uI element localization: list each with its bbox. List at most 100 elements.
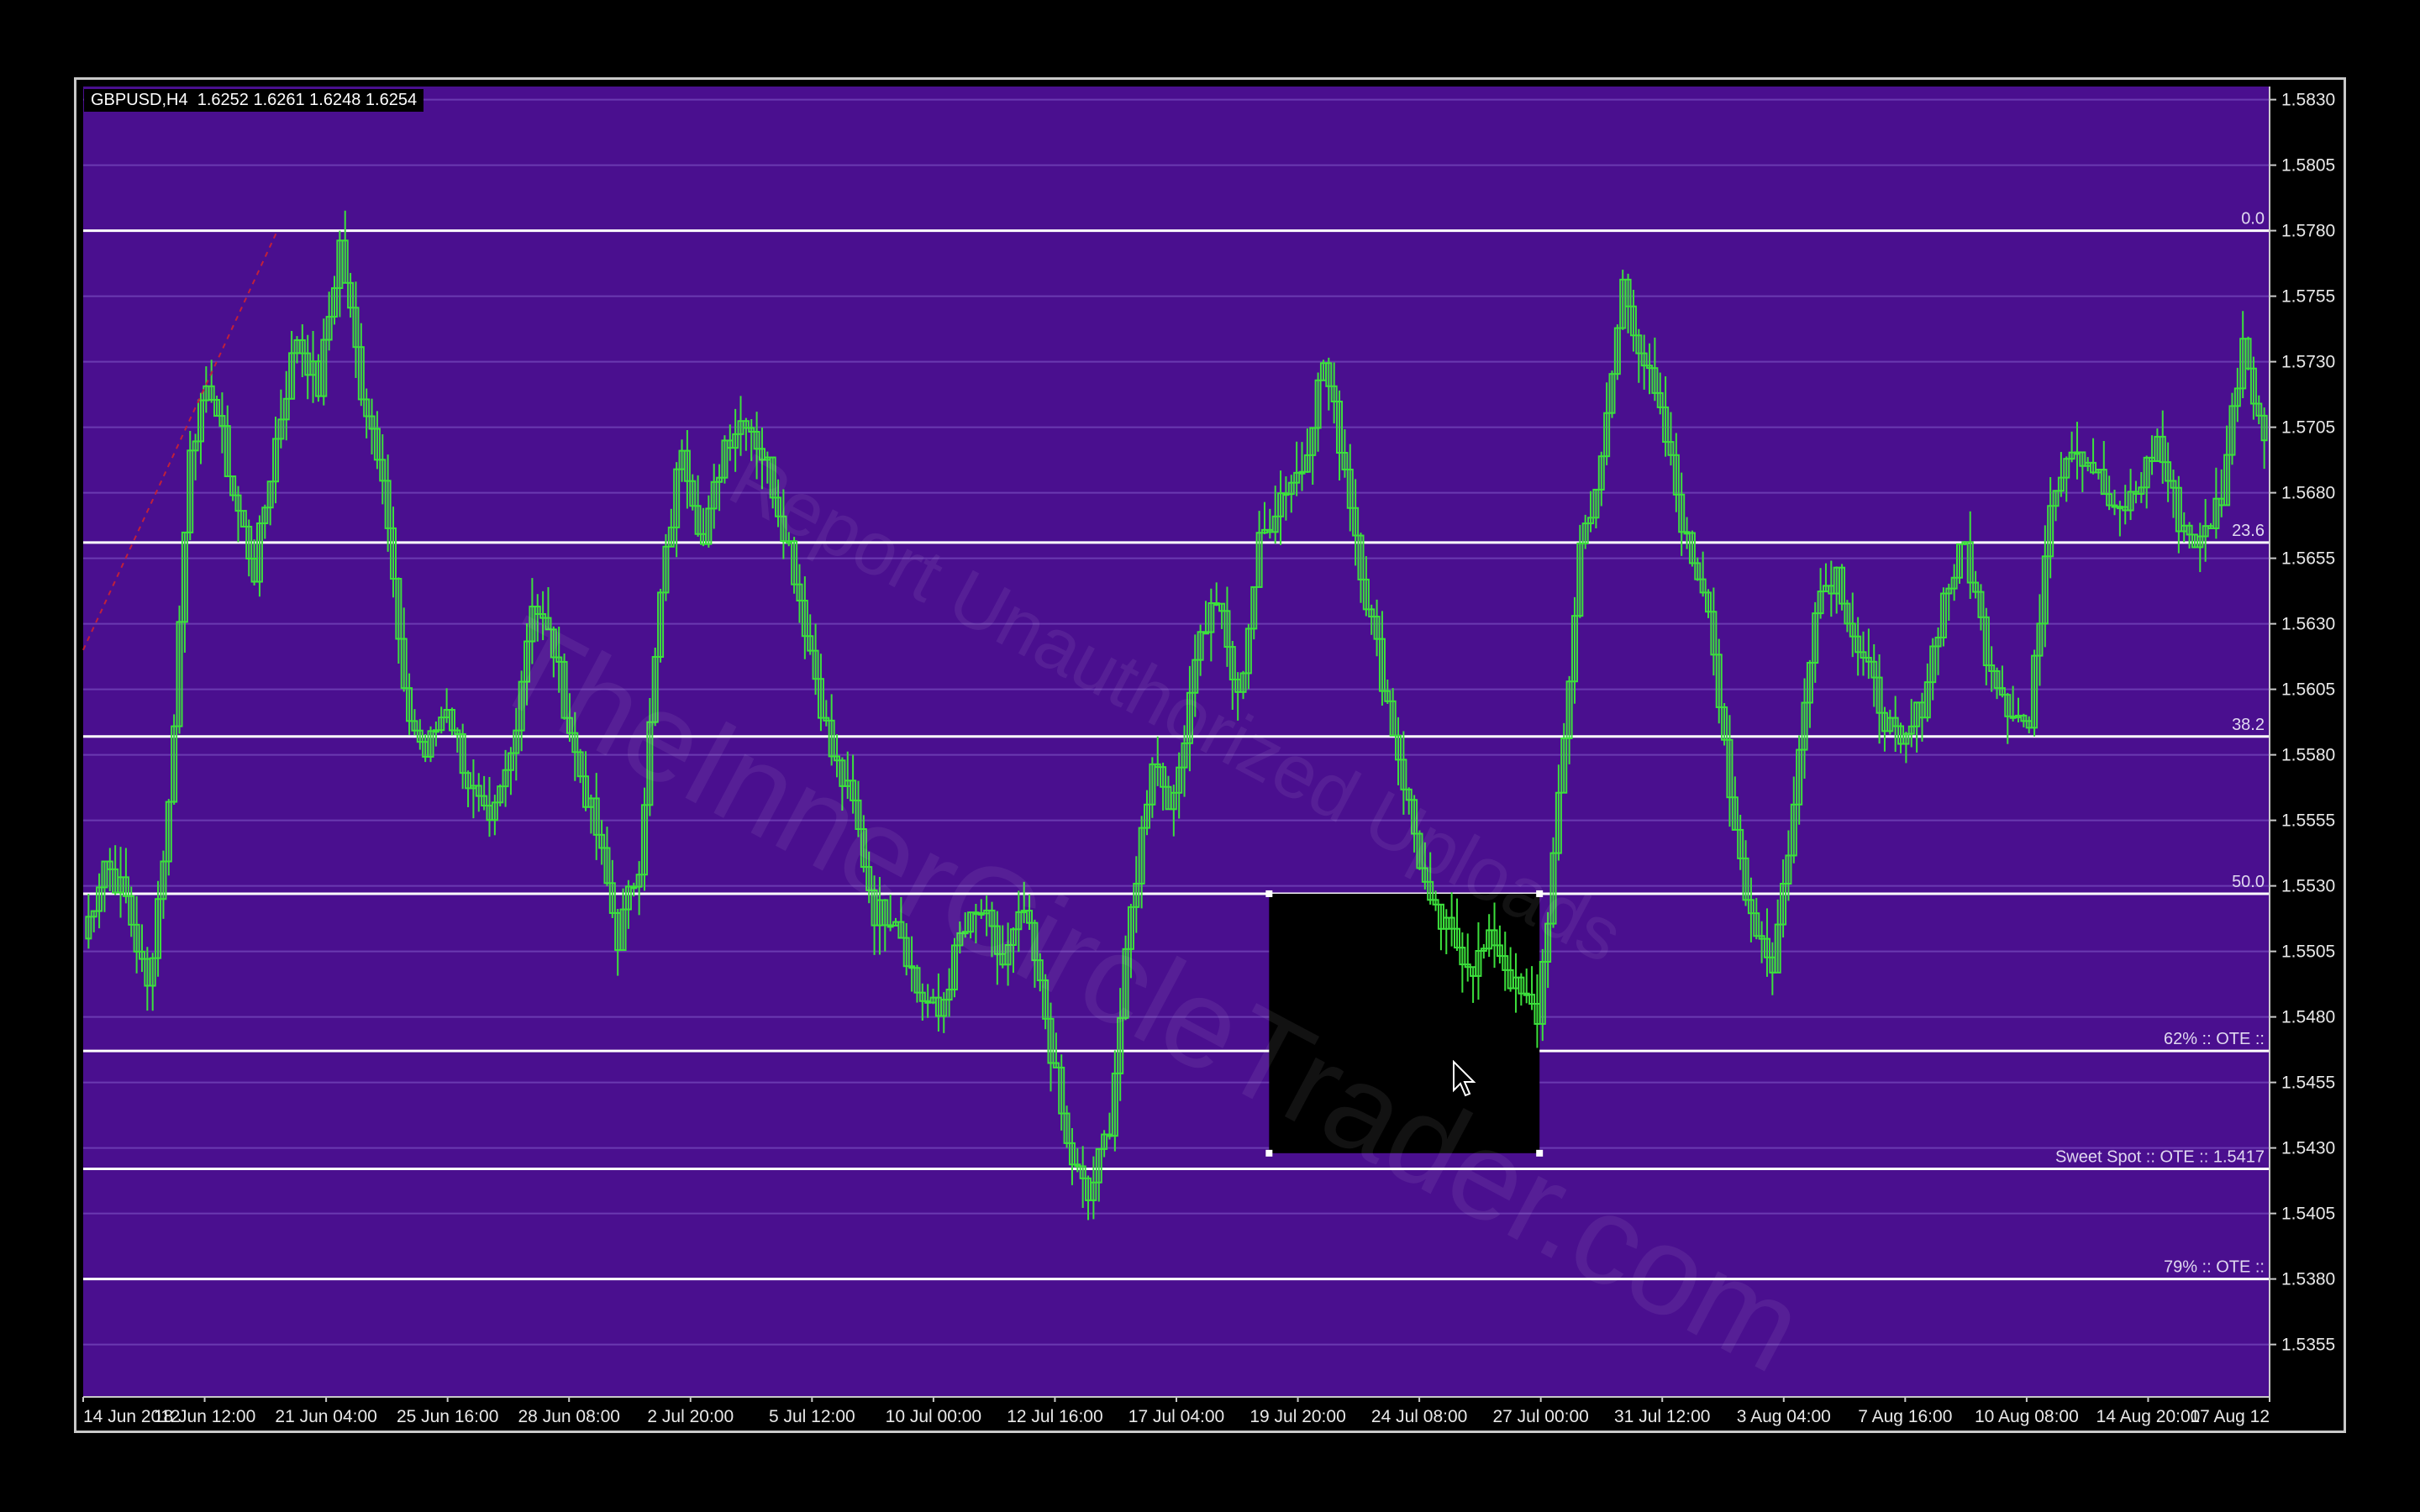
- candle-body: [395, 578, 402, 640]
- price-axis-background: [2270, 80, 2344, 1431]
- candle-body: [1170, 791, 1177, 811]
- candle-body: [384, 480, 392, 529]
- candle-body: [1186, 691, 1193, 744]
- candle-body: [1202, 631, 1209, 635]
- fib-anchor-line[interactable]: [82, 230, 278, 651]
- candle-body: [502, 769, 509, 788]
- candle-body: [1239, 672, 1247, 693]
- candle-body: [341, 239, 349, 284]
- price-tick-label: 1.5805: [2281, 156, 2335, 176]
- candle-body: [791, 540, 798, 585]
- candle-body: [2233, 387, 2241, 407]
- candle-body: [2138, 486, 2145, 495]
- candle-body: [1117, 1016, 1124, 1074]
- candle-body: [1763, 937, 1770, 958]
- candle-body: [1122, 948, 1129, 1019]
- candle-body: [1389, 700, 1397, 737]
- candle-body: [1421, 867, 1428, 883]
- candle-body: [1966, 541, 1974, 584]
- candle-body: [2143, 456, 2150, 489]
- candle-body: [1068, 1142, 1076, 1166]
- candle-body: [2047, 505, 2054, 558]
- candle-body: [1608, 373, 1616, 414]
- candle-body: [1672, 454, 1680, 496]
- resize-handle[interactable]: [1536, 890, 1544, 897]
- candle-body: [1705, 591, 1712, 613]
- chart-canvas[interactable]: 0.023.638.250.062% :: OTE ::Sweet Spot :…: [76, 80, 2344, 1431]
- candle-body: [1640, 352, 1648, 367]
- candle-body: [192, 440, 199, 452]
- fib-trendline[interactable]: [82, 230, 278, 651]
- candle-body: [1737, 828, 1744, 859]
- candle-body: [101, 860, 108, 889]
- candle-body: [373, 428, 381, 461]
- candle-body: [1780, 883, 1787, 926]
- candle-body: [325, 316, 333, 341]
- resize-handle[interactable]: [1536, 1149, 1544, 1157]
- candle-body: [1860, 651, 1867, 659]
- candle-body: [234, 494, 242, 512]
- plot-background: [83, 87, 2270, 1397]
- resize-handle[interactable]: [1265, 890, 1273, 897]
- candle-body: [122, 876, 129, 897]
- candle-body: [454, 729, 461, 735]
- candle-body: [1090, 1181, 1097, 1201]
- resize-handle[interactable]: [1265, 1149, 1273, 1157]
- candle-body: [913, 967, 921, 994]
- candle-body: [705, 507, 713, 545]
- candle-body: [1453, 927, 1460, 949]
- candle-body: [1309, 427, 1317, 456]
- time-tick-label: 14 Aug 20:00: [2096, 1407, 2201, 1426]
- candle-body: [1555, 791, 1562, 854]
- ote-box[interactable]: [1265, 890, 1544, 1157]
- grid-layer: [83, 98, 2270, 1346]
- candle-body: [1742, 857, 1749, 901]
- candle-body: [1020, 910, 1028, 914]
- candle-body: [1250, 585, 1258, 630]
- candle-body: [406, 687, 413, 722]
- candle-body: [1138, 827, 1145, 885]
- candle-body: [1624, 278, 1632, 307]
- candle-body: [266, 480, 274, 509]
- candle-body: [165, 801, 172, 863]
- candle-body: [1528, 994, 1536, 1005]
- candle-body: [197, 399, 204, 443]
- candle-body: [1907, 725, 1915, 735]
- time-tick-label: 31 Jul 12:00: [1614, 1407, 1710, 1426]
- candle-body: [320, 339, 328, 397]
- candle-body: [828, 719, 835, 758]
- candle-body: [176, 621, 183, 727]
- candle-body: [598, 833, 606, 849]
- candle-body: [1934, 636, 1942, 648]
- price-tick-label: 1.5505: [2281, 942, 2335, 962]
- candle-body: [1362, 578, 1370, 611]
- candle-body: [550, 628, 557, 659]
- candle-body: [1042, 979, 1050, 1020]
- candle-body: [1539, 961, 1546, 1025]
- price-tick-label: 1.5630: [2281, 615, 2335, 634]
- candle-body: [950, 944, 958, 991]
- candle-body: [1464, 963, 1471, 969]
- candle-body: [1047, 1017, 1055, 1064]
- price-tick-label: 1.5580: [2281, 746, 2335, 765]
- price-axis[interactable]: 1.5830 1.5805 1.5780 1.5755 1.5730 1.5705 1.56…: [2269, 80, 2344, 1431]
- candle-body: [438, 717, 445, 732]
- candle-body: [2228, 405, 2236, 456]
- candle-body: [2073, 451, 2081, 455]
- candle-body: [288, 352, 296, 400]
- time-tick-label: 18 Jun 12:00: [154, 1407, 255, 1426]
- candle-body: [977, 911, 985, 916]
- chart-frame[interactable]: 0.0 23.6 38.2 50.0 62% :: OTE :: Sweet Spot :…: [74, 77, 2346, 1433]
- time-tick-label: 25 Jun 16:00: [397, 1407, 498, 1426]
- candle-body: [1303, 454, 1311, 473]
- candle-body: [1854, 635, 1862, 654]
- candle-body: [331, 286, 339, 318]
- candle-body: [555, 656, 563, 663]
- candle-body: [1432, 899, 1439, 906]
- candle-body: [529, 606, 536, 643]
- candle-body: [1565, 680, 1573, 739]
- candle-body: [881, 899, 889, 927]
- candle-body: [1635, 334, 1643, 354]
- candle-body: [1384, 690, 1392, 702]
